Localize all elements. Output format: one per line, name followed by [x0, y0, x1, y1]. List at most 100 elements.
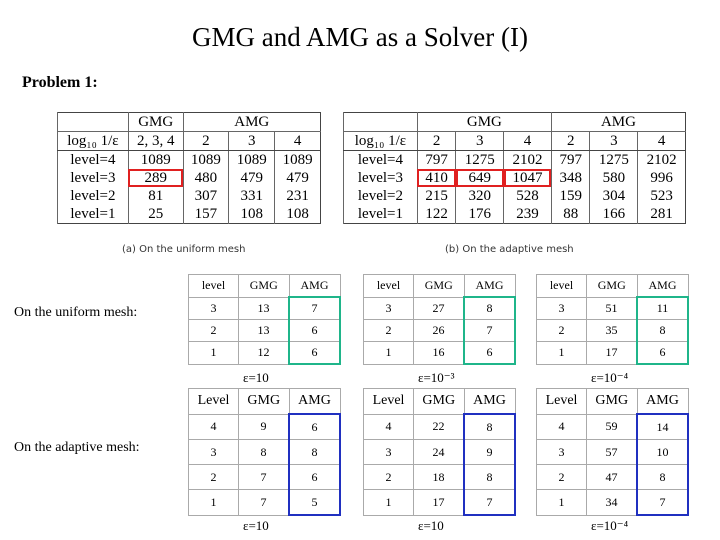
cell: 479	[228, 169, 275, 187]
cell: 3	[363, 296, 414, 320]
row: 1 34 7	[536, 489, 689, 516]
header-cell: GMG	[413, 388, 465, 415]
header-cell: 2	[416, 131, 456, 151]
header-cell: GMG	[586, 274, 638, 298]
cell: 2102	[637, 150, 686, 169]
side-label: On the adaptive mesh:	[14, 440, 140, 455]
cell: level=3	[57, 169, 129, 187]
cell: 57	[586, 439, 638, 465]
small-table: Level GMG AMG 4 59 14 3 57 10 2 47 8 1 34 7	[536, 388, 689, 516]
header-cell: Level	[363, 388, 414, 415]
cell: 2	[363, 464, 414, 490]
cell: 7	[636, 489, 689, 516]
cell: 6	[463, 341, 516, 365]
cell: level=3	[343, 169, 418, 187]
cell: 1089	[274, 150, 321, 169]
header-cell: AMG	[463, 388, 516, 415]
cell: 25	[127, 205, 184, 224]
cell: 7	[463, 319, 516, 342]
cell: 51	[586, 296, 638, 320]
cell: 649	[455, 169, 504, 187]
cell: AMG	[182, 112, 321, 132]
header-cell: level	[536, 274, 587, 298]
cell: level=4	[57, 150, 129, 169]
cell: 8	[463, 296, 516, 320]
row: 2 47 8	[536, 464, 689, 490]
row: 3 57 10	[536, 439, 689, 465]
cell: level=2	[57, 187, 129, 205]
small-table: Level GMG AMG 4 9 6 3 8 8 2 7 6 1 7 5	[188, 388, 341, 516]
small-table: level GMG AMG 3 13 7 2 13 6 1 12 6	[188, 274, 341, 365]
cell: 3	[536, 296, 587, 320]
header-cell: 3	[455, 131, 504, 151]
cell: 166	[589, 205, 638, 224]
cell: 159	[550, 187, 590, 205]
header-cell: 2, 3, 4	[127, 131, 184, 151]
header-cell: level	[363, 274, 414, 298]
cell: 13	[238, 296, 290, 320]
cell: 1089	[228, 150, 275, 169]
cell: 281	[637, 205, 686, 224]
header-cell: Level	[188, 388, 239, 415]
cell: 12	[238, 341, 290, 365]
cell: 8	[463, 464, 516, 490]
cell	[343, 112, 418, 132]
header-cell: AMG	[636, 274, 689, 298]
cell: 304	[589, 187, 638, 205]
row: 2 18 8	[363, 464, 516, 490]
cell: 348	[550, 169, 590, 187]
side-label: On the uniform mesh:	[14, 305, 138, 320]
cell: 2	[363, 319, 414, 342]
cell: 2102	[503, 150, 552, 169]
header-cell: AMG	[636, 388, 689, 415]
cell: 215	[416, 187, 456, 205]
cell: 7	[238, 464, 290, 490]
cell: 22	[413, 413, 465, 440]
header-row: level GMG AMG	[363, 274, 516, 298]
cell: 59	[586, 413, 638, 440]
cell: 239	[503, 205, 552, 224]
row: level=2 215 320 528 159 304 523	[343, 187, 686, 205]
cell: 1275	[589, 150, 638, 169]
cell: 3	[536, 439, 587, 465]
cell: 47	[586, 464, 638, 490]
cell: 2	[536, 319, 587, 342]
cell: 479	[274, 169, 321, 187]
row: 4 22 8	[363, 413, 516, 440]
cell: 9	[238, 413, 290, 440]
row: 1 16 6	[363, 341, 516, 365]
cell: 11	[636, 296, 689, 320]
header-cell: 3	[228, 131, 275, 151]
slide-title: GMG and AMG as a Solver (I)	[192, 22, 528, 52]
cell: 9	[463, 439, 516, 465]
cell: 8	[636, 319, 689, 342]
cell: 8	[636, 464, 689, 490]
cell	[57, 112, 129, 132]
row: 3 51 11	[536, 296, 689, 320]
header-cell: GMG	[413, 274, 465, 298]
epsilon-caption: ε=10	[243, 518, 269, 533]
header-row: Level GMG AMG	[536, 388, 689, 415]
row: level=2 81 307 331 231	[57, 187, 321, 205]
cell: 2	[188, 319, 239, 342]
header-cell: level	[188, 274, 239, 298]
cell: 1	[363, 489, 414, 516]
cell: 1	[188, 341, 239, 365]
cell: 480	[182, 169, 229, 187]
cell: 1	[363, 341, 414, 365]
cell: 3	[188, 439, 239, 465]
cell: 7	[463, 489, 516, 516]
cell: 2	[188, 464, 239, 490]
header-cell: 2	[550, 131, 590, 151]
cell: 6	[288, 413, 341, 440]
cell: 6	[636, 341, 689, 365]
row: 2 35 8	[536, 319, 689, 342]
header-cell: GMG	[238, 274, 290, 298]
cell: 4	[188, 413, 239, 440]
cell: 10	[636, 439, 689, 465]
cell: 6	[288, 341, 341, 365]
